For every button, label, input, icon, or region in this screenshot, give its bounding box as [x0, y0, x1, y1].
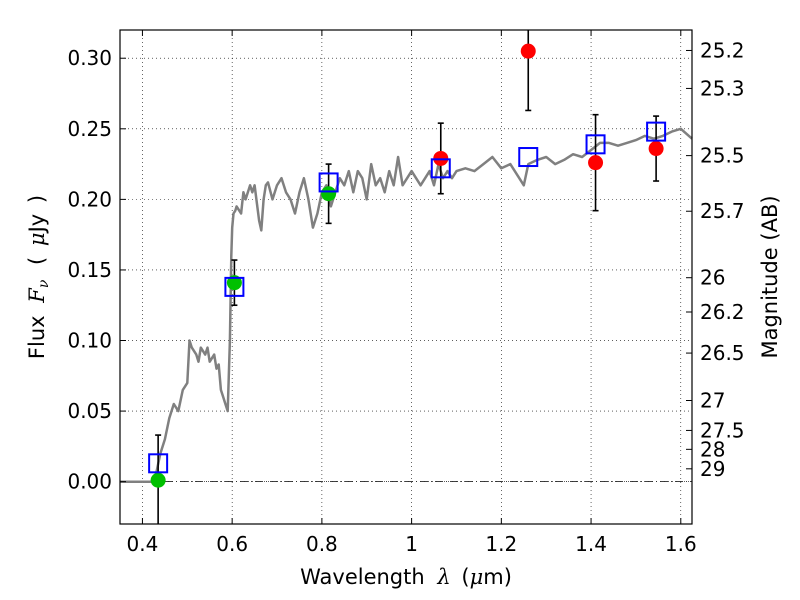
model-box-marker	[646, 121, 667, 142]
red-data-point	[588, 155, 604, 171]
x-tick-label: 1	[405, 532, 418, 556]
y-tick-label: 0.05	[67, 399, 112, 423]
red-data-point	[520, 43, 536, 59]
y2-tick-label: 29	[700, 457, 725, 481]
plot-frame	[119, 29, 693, 525]
y2-tick-label: 25.2	[700, 38, 745, 62]
error-bars	[155, 30, 660, 524]
model-box-marker	[518, 147, 539, 168]
y2-tick-label: 25.3	[700, 76, 745, 100]
x-axis-label: Wavelength λ (μm)	[300, 565, 512, 589]
y2-tick-label: 26.5	[700, 341, 745, 365]
y2-axis-label: Magnitude (AB)	[758, 195, 782, 358]
model-box-marker	[318, 172, 339, 193]
x-tick-label: 0.8	[306, 532, 338, 556]
y2-tick-label: 26	[700, 266, 725, 290]
y2-tick-label: 25.5	[700, 144, 745, 168]
y-tick-label: 0.15	[67, 258, 112, 282]
green-data-point	[321, 186, 337, 202]
x-tick-label: 1.6	[665, 532, 697, 556]
y-tick-label: 0.25	[67, 117, 112, 141]
y2-tick-label: 26.2	[700, 300, 745, 324]
green-data-point	[226, 275, 242, 291]
green-data-point	[150, 472, 166, 488]
x-tick-label: 1.4	[575, 532, 607, 556]
grid	[120, 30, 692, 524]
y-tick-label: 0.10	[67, 329, 112, 353]
model-boxes	[148, 121, 667, 474]
x-tick-label: 0.4	[127, 532, 159, 556]
y2-tick-label: 25.7	[700, 199, 745, 223]
y-tick-label: 0.30	[67, 46, 112, 70]
y-axis-label: Flux Fν ( μJy )	[25, 195, 53, 359]
data-points	[150, 43, 664, 488]
y-tick-label: 0.00	[67, 470, 112, 494]
y2-tick-label: 28	[700, 437, 725, 461]
model-box-marker	[148, 453, 169, 474]
x-tick-label: 0.6	[216, 532, 248, 556]
model-box-marker	[224, 276, 245, 297]
model-box-marker	[430, 158, 451, 179]
ticks: 0.4 0.6 0.8 1 1.2 1.4 1.6 0.00 0.05 0.10 0.15 0.20 0…	[67, 30, 745, 556]
y-tick-label: 0.20	[67, 187, 112, 211]
red-data-point	[648, 141, 664, 157]
y2-tick-label: 27	[700, 389, 725, 413]
x-tick-label: 1.2	[485, 532, 517, 556]
model-box-marker	[585, 134, 606, 155]
template-spectrum-line	[120, 127, 693, 483]
y2-tick-label: 27.5	[700, 418, 745, 442]
